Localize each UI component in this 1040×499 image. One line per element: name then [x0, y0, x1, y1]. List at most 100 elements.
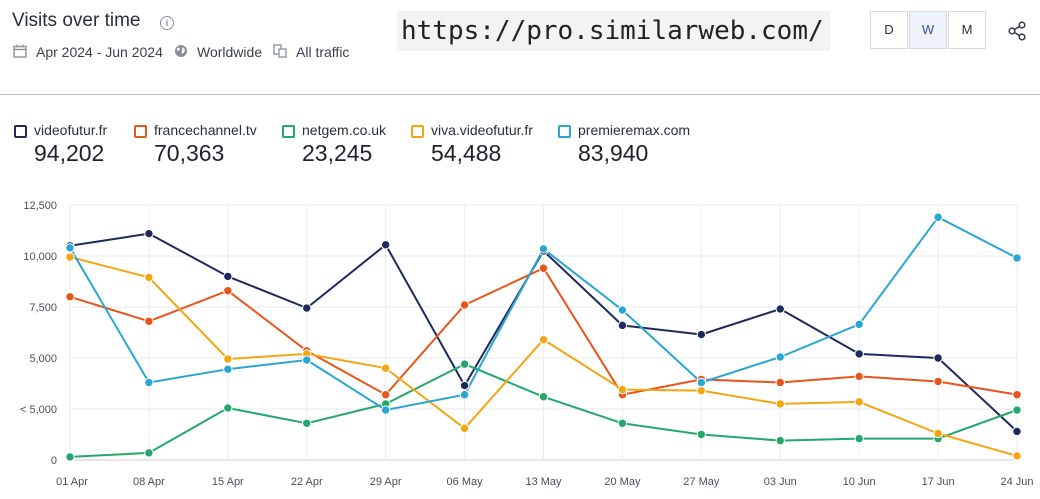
data-point-premieremax-com[interactable]: [617, 305, 628, 315]
data-point-netgem-co-uk[interactable]: [617, 418, 628, 428]
y-tick-label: < 5,000: [20, 404, 57, 416]
data-point-francechannel-tv[interactable]: [65, 292, 75, 302]
granularity-daily-button[interactable]: D: [870, 11, 908, 49]
x-tick-label: 24 Jun: [1000, 476, 1033, 488]
x-tick-label: 20 May: [604, 476, 641, 488]
data-point-premieremax-com[interactable]: [65, 243, 75, 253]
traffic-source-icon: [273, 44, 287, 58]
legend-checkbox[interactable]: [558, 125, 571, 138]
data-point-francechannel-tv[interactable]: [144, 316, 154, 326]
data-point-videofutur-fr[interactable]: [380, 240, 391, 250]
data-point-premieremax-com[interactable]: [459, 390, 470, 400]
x-tick-label: 22 Apr: [291, 476, 323, 488]
data-point-videofutur-fr[interactable]: [696, 329, 707, 340]
data-point-viva-videofutur-fr[interactable]: [696, 385, 707, 396]
legend-series-total: 83,940: [578, 140, 649, 166]
data-point-videofutur-fr[interactable]: [459, 380, 470, 391]
data-point-francechannel-tv[interactable]: [459, 300, 470, 310]
y-tick-label: 5,000: [29, 353, 57, 365]
data-point-netgem-co-uk[interactable]: [538, 392, 549, 402]
x-tick-label: 03 Jun: [764, 476, 797, 488]
data-point-francechannel-tv[interactable]: [854, 371, 864, 382]
data-point-premieremax-com[interactable]: [1012, 253, 1022, 263]
data-point-francechannel-tv[interactable]: [380, 390, 391, 400]
legend-series-name: netgem.co.uk: [302, 122, 387, 138]
data-point-viva-videofutur-fr[interactable]: [459, 423, 470, 434]
data-point-francechannel-tv[interactable]: [1012, 390, 1022, 400]
legend-checkbox[interactable]: [282, 125, 295, 138]
calendar-icon: [13, 44, 27, 58]
data-point-viva-videofutur-fr[interactable]: [223, 354, 233, 364]
data-point-viva-videofutur-fr[interactable]: [538, 334, 549, 345]
x-tick-label: 13 May: [525, 476, 562, 488]
data-point-premieremax-com[interactable]: [223, 364, 233, 374]
data-point-videofutur-fr[interactable]: [223, 271, 233, 282]
data-point-videofutur-fr[interactable]: [302, 303, 312, 313]
legend-series-total: 54,488: [431, 140, 502, 166]
x-tick-label: 08 Apr: [133, 476, 165, 488]
x-tick-label: 15 Apr: [212, 476, 244, 488]
data-point-francechannel-tv[interactable]: [223, 285, 233, 296]
y-tick-label: 10,000: [23, 251, 57, 263]
data-point-netgem-co-uk[interactable]: [144, 448, 154, 458]
data-point-netgem-co-uk[interactable]: [775, 435, 785, 446]
data-point-netgem-co-uk[interactable]: [854, 433, 864, 444]
data-point-premieremax-com[interactable]: [144, 377, 154, 388]
legend-checkbox[interactable]: [14, 125, 27, 138]
data-point-francechannel-tv[interactable]: [775, 377, 785, 388]
chart-title: Visits over time: [12, 10, 141, 31]
data-point-viva-videofutur-fr[interactable]: [617, 384, 628, 395]
info-icon[interactable]: i: [160, 16, 174, 30]
legend-checkbox[interactable]: [134, 125, 147, 138]
data-point-premieremax-com[interactable]: [854, 319, 864, 330]
legend-series-name: videofutur.fr: [34, 122, 108, 138]
data-point-viva-videofutur-fr[interactable]: [1012, 451, 1022, 461]
data-point-viva-videofutur-fr[interactable]: [854, 397, 864, 407]
y-tick-label: 0: [51, 455, 57, 467]
data-point-premieremax-com[interactable]: [538, 244, 549, 254]
x-tick-label: 27 May: [683, 476, 720, 488]
data-point-francechannel-tv[interactable]: [538, 263, 549, 273]
data-point-netgem-co-uk[interactable]: [459, 359, 470, 369]
x-tick-label: 06 May: [447, 476, 484, 488]
legend-series-name: francechannel.tv: [154, 122, 257, 138]
data-point-premieremax-com[interactable]: [696, 377, 707, 388]
date-range: Apr 2024 - Jun 2024: [36, 44, 163, 60]
data-point-netgem-co-uk[interactable]: [302, 418, 312, 428]
data-point-videofutur-fr[interactable]: [854, 349, 864, 359]
legend-series-name: viva.videofutur.fr: [431, 122, 533, 138]
data-point-videofutur-fr[interactable]: [617, 320, 628, 331]
share-icon[interactable]: [1006, 20, 1028, 42]
data-point-videofutur-fr[interactable]: [775, 304, 785, 314]
data-point-premieremax-com[interactable]: [933, 212, 943, 222]
legend-checkbox[interactable]: [411, 125, 424, 138]
legend-series-total: 94,202: [34, 140, 105, 166]
data-point-premieremax-com[interactable]: [775, 352, 785, 362]
data-point-videofutur-fr[interactable]: [1012, 426, 1022, 437]
data-point-viva-videofutur-fr[interactable]: [775, 399, 785, 409]
data-point-viva-videofutur-fr[interactable]: [65, 252, 75, 262]
url-overlay: https://pro.similarweb.com/: [397, 11, 830, 51]
globe-icon: [175, 45, 187, 57]
data-point-viva-videofutur-fr[interactable]: [380, 363, 391, 373]
data-point-netgem-co-uk[interactable]: [65, 452, 75, 462]
data-point-francechannel-tv[interactable]: [933, 376, 943, 387]
data-point-videofutur-fr[interactable]: [144, 228, 154, 239]
granularity-monthly-button[interactable]: M: [948, 11, 986, 49]
data-point-videofutur-fr[interactable]: [933, 353, 943, 363]
data-point-premieremax-com[interactable]: [302, 355, 312, 365]
granularity-weekly-button[interactable]: W: [909, 11, 947, 49]
data-point-netgem-co-uk[interactable]: [223, 403, 233, 413]
data-point-netgem-co-uk[interactable]: [696, 429, 707, 440]
legend-series-total: 23,245: [302, 140, 373, 166]
data-point-viva-videofutur-fr[interactable]: [144, 272, 154, 283]
data-point-premieremax-com[interactable]: [380, 405, 391, 415]
data-point-netgem-co-uk[interactable]: [1012, 405, 1022, 415]
x-tick-label: 29 Apr: [370, 476, 402, 488]
legend-series-name: premieremax.com: [578, 122, 691, 138]
data-point-viva-videofutur-fr[interactable]: [933, 428, 943, 439]
header-divider: [0, 94, 1040, 95]
x-tick-label: 01 Apr: [56, 476, 88, 488]
traffic-label: All traffic: [296, 44, 350, 60]
